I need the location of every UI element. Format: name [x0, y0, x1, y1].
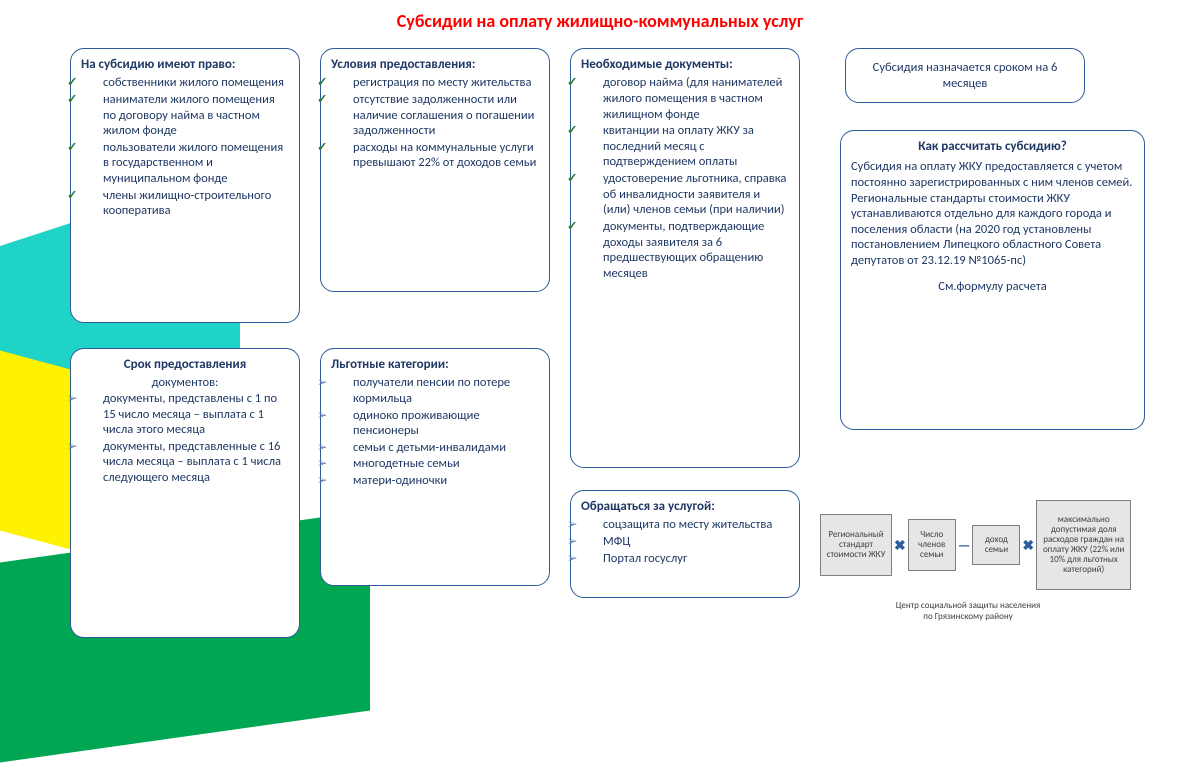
list-item: пользователи жилого помещения в государс… — [85, 140, 289, 187]
formula-box-maxshare: максимально допустимая доля расходов гра… — [1036, 500, 1131, 590]
box-conditions: Условия предоставления: регистрация по м… — [320, 48, 550, 292]
formula-op-mult1: ✖ — [894, 537, 906, 554]
formula-box-income: доход семьи — [972, 525, 1020, 565]
list-item: многодетные семьи — [335, 456, 539, 472]
box-conditions-list: регистрация по месту жительства отсутств… — [331, 75, 539, 171]
list-item: отсутствие задолженности или наличие сог… — [335, 92, 539, 139]
list-item: получатели пенсии по потере кормильца — [335, 375, 539, 406]
box-rights: На субсидию имеют право: собственники жи… — [70, 48, 300, 323]
formula-op-minus: — — [958, 537, 971, 554]
box-period: Срок предоставления документов: документ… — [70, 348, 300, 638]
formula-op-mult2: ✖ — [1022, 537, 1034, 554]
box-calculation-title: Как рассчитать субсидию? — [851, 139, 1134, 155]
list-item: документы, представленные с 16 числа мес… — [85, 439, 289, 486]
box-categories: Льготные категории: получатели пенсии по… — [320, 348, 550, 586]
list-item: документы, представлены с 1 по 15 число … — [85, 391, 289, 438]
box-documents-list: договор найма (для нанимателей жилого по… — [581, 75, 789, 281]
box-apply-list: соцзащита по месту жительства МФЦ Портал… — [581, 517, 789, 566]
box-apply-title: Обращаться за услугой: — [581, 499, 789, 515]
list-item: Портал госуслуг — [585, 551, 789, 567]
box-rights-list: собственники жилого помещения наниматели… — [81, 75, 289, 219]
calculation-footer: См.формулу расчета — [851, 279, 1134, 295]
list-item: члены жилищно-строительного кооператива — [85, 188, 289, 219]
list-item: квитанции на оплату ЖКУ за последний мес… — [585, 123, 789, 170]
page-title: Субсидии на оплату жилищно-коммунальных … — [0, 10, 1200, 32]
list-item: документы, подтверждающие доходы заявите… — [585, 219, 789, 282]
box-apply: Обращаться за услугой: соцзащита по мест… — [570, 490, 800, 598]
box-categories-title: Льготные категории: — [331, 357, 539, 373]
list-item: семьи с детьми-инвалидами — [335, 440, 539, 456]
box-period-title: Срок предоставления — [81, 357, 289, 373]
list-item: собственники жилого помещения — [85, 75, 289, 91]
calculation-body: Субсидия на оплату ЖКУ предоставляется с… — [851, 159, 1134, 268]
formula-row: Региональный стандарт стоимости ЖКУ ✖ Чи… — [820, 500, 1180, 590]
list-item: расходы на коммунальные услуги превышают… — [335, 140, 539, 171]
formula-box-members: Число членов семьи — [908, 519, 956, 571]
footer-note: Центр социальной защиты населения по Гря… — [838, 600, 1098, 622]
box-term-note: Субсидия назначается сроком на 6 месяцев — [845, 48, 1085, 103]
term-note-text: Субсидия назначается сроком на 6 месяцев — [856, 60, 1074, 91]
box-documents: Необходимые документы: договор найма (дл… — [570, 48, 800, 468]
list-item: удостоверение льготника, справка об инва… — [585, 171, 789, 218]
box-conditions-title: Условия предоставления: — [331, 57, 539, 73]
box-calculation: Как рассчитать субсидию? Субсидия на опл… — [840, 130, 1145, 430]
list-item: МФЦ — [585, 534, 789, 550]
list-item: одиноко проживающие пенсионеры — [335, 408, 539, 439]
formula-box-standard: Региональный стандарт стоимости ЖКУ — [820, 514, 892, 576]
box-documents-title: Необходимые документы: — [581, 57, 789, 73]
box-categories-list: получатели пенсии по потере кормильца од… — [331, 375, 539, 488]
footer-line1: Центр социальной защиты населения — [838, 600, 1098, 611]
box-period-subtitle: документов: — [81, 375, 289, 391]
box-rights-title: На субсидию имеют право: — [81, 57, 289, 73]
list-item: наниматели жилого помещения по договору … — [85, 92, 289, 139]
list-item: регистрация по месту жительства — [335, 75, 539, 91]
box-period-list: документы, представлены с 1 по 15 число … — [81, 391, 289, 486]
list-item: матери-одиночки — [335, 473, 539, 489]
footer-line2: по Грязинскому району — [838, 611, 1098, 622]
list-item: договор найма (для нанимателей жилого по… — [585, 75, 789, 122]
list-item: соцзащита по месту жительства — [585, 517, 789, 533]
